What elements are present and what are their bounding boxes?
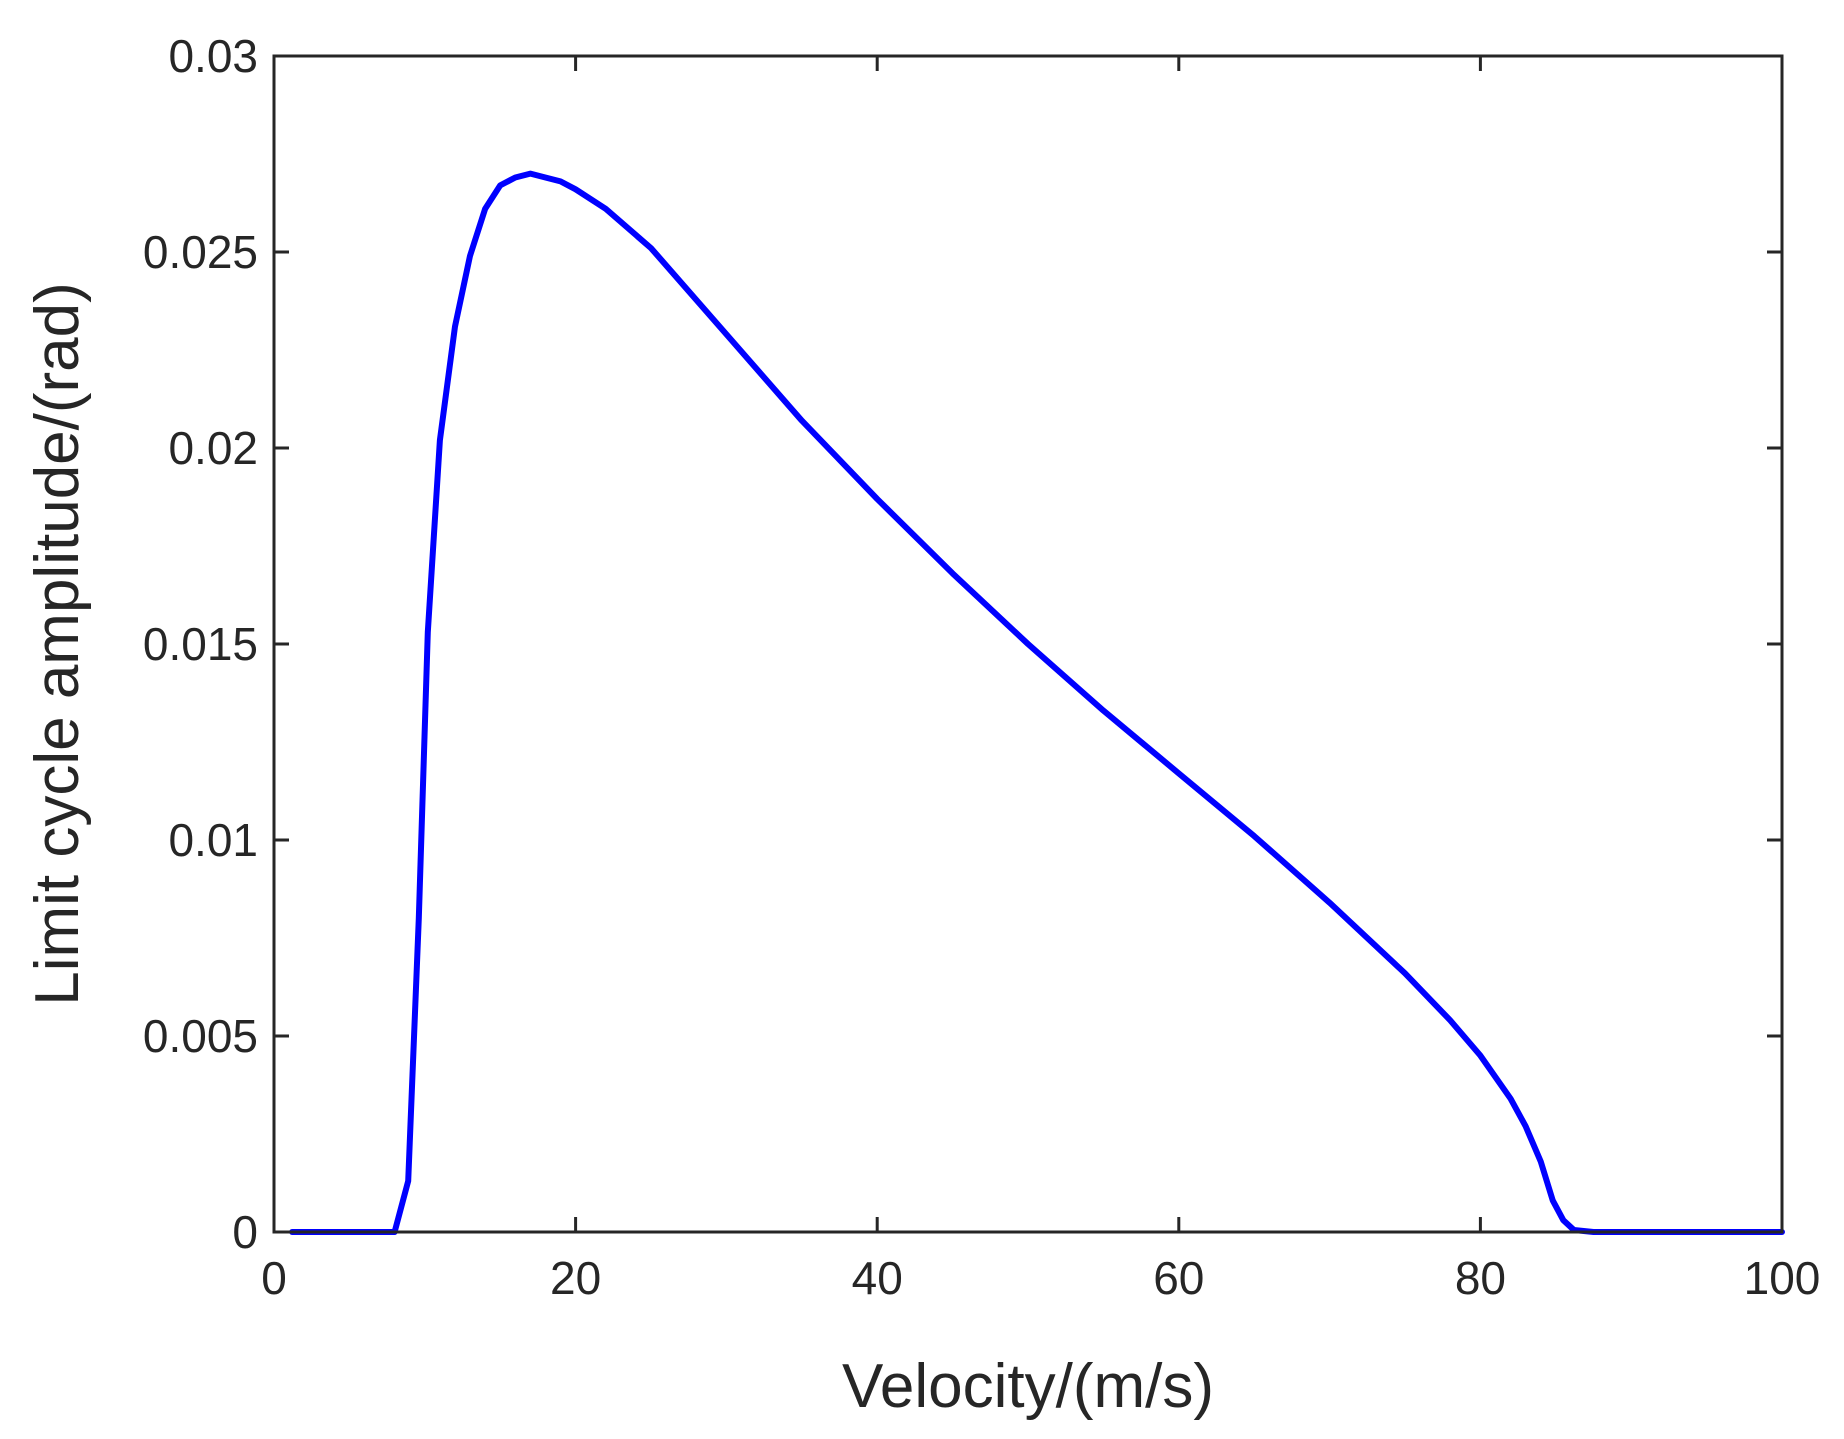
x-tick-label: 0 bbox=[261, 1252, 287, 1304]
series-line-0 bbox=[289, 170, 1785, 1235]
x-tick-label: 100 bbox=[1744, 1252, 1821, 1304]
x-tick-label: 40 bbox=[852, 1252, 903, 1304]
y-tick-label: 0.03 bbox=[168, 30, 258, 82]
x-tick-label: 60 bbox=[1153, 1252, 1204, 1304]
x-tick-label: 80 bbox=[1455, 1252, 1506, 1304]
y-axis-label: Limit cycle amplitude/(rad) bbox=[23, 282, 92, 1006]
x-axis-label: Velocity/(m/s) bbox=[842, 1352, 1214, 1421]
y-tick-label: 0.015 bbox=[143, 618, 258, 670]
y-tick-label: 0.025 bbox=[143, 226, 258, 278]
plot-frame bbox=[272, 54, 1784, 1234]
y-tick-label: 0 bbox=[232, 1206, 258, 1258]
x-tick-label: 20 bbox=[550, 1252, 601, 1304]
y-tick-label: 0.02 bbox=[168, 422, 258, 474]
y-tick-label: 0.01 bbox=[168, 814, 258, 866]
chart-marks bbox=[289, 170, 1785, 1235]
y-tick-label: 0.005 bbox=[143, 1010, 258, 1062]
axis-tick-labels: 0 20 40 60 80 100 0 0.005 0.01 0.015 0.02 0.025 0.03 bbox=[143, 30, 1821, 1304]
